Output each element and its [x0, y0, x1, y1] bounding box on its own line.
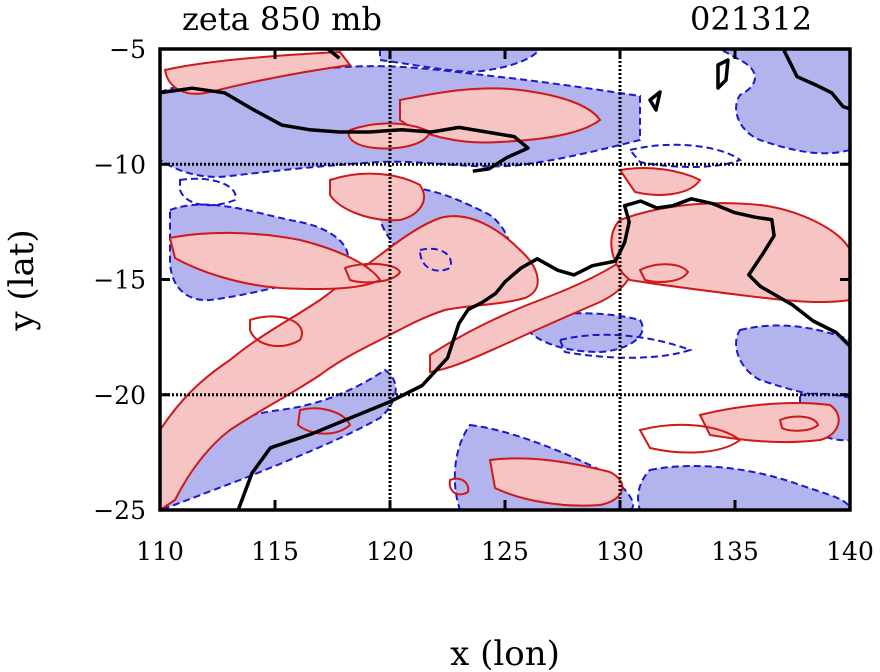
blue-contour-2	[418, 247, 452, 272]
pos-region-east-lower	[698, 402, 840, 444]
red-contour-5	[448, 477, 470, 496]
y-axis-ticks: −5 −10 −15 −20 −25	[93, 35, 850, 525]
pos-region-north-east-small	[618, 167, 702, 196]
blue-contour-1	[558, 333, 693, 359]
blue-contour-3	[628, 143, 743, 168]
x-tick-label: 120	[366, 537, 414, 566]
neg-region-top-center	[379, 49, 542, 74]
chart-title: zeta 850 mb	[182, 0, 382, 38]
red-contour-1	[343, 262, 402, 284]
neg-region-top-right	[719, 49, 850, 155]
blue-contour-4	[179, 177, 237, 207]
pos-region-east-upper	[610, 202, 850, 304]
y-tick-label: −10	[93, 150, 146, 179]
neg-region-south-east	[637, 465, 850, 510]
coastline-islands-west	[160, 86, 530, 173]
neg-region-east-mid	[735, 324, 850, 402]
pos-region-south-center	[488, 457, 624, 507]
pos-region-main	[160, 215, 539, 510]
coastline-new-guinea	[781, 49, 850, 111]
pos-region-north-band	[163, 50, 352, 95]
neg-region-south-west	[160, 368, 397, 510]
pos-region-west-upper	[168, 231, 382, 291]
x-axis-label: x (lon)	[450, 634, 560, 672]
coastline-island-small-2	[648, 90, 662, 112]
contour-lines-red	[249, 262, 820, 496]
y-axis-label: y (lat)	[2, 229, 42, 331]
red-contour-3	[778, 415, 820, 432]
x-tick-label: 135	[711, 537, 759, 566]
red-contour-6	[638, 423, 742, 454]
contour-lines-blue	[179, 143, 743, 359]
coastline-australia	[236, 197, 850, 510]
grid-lines	[160, 49, 850, 510]
x-axis-ticks: 110 115 120 125 130 135 140	[136, 49, 874, 566]
red-contour-4	[296, 407, 352, 435]
chart-date-code: 021312	[690, 0, 812, 38]
x-tick-label: 125	[481, 537, 529, 566]
x-tick-label: 115	[251, 537, 299, 566]
red-contour-2	[638, 263, 690, 283]
coastlines	[160, 49, 850, 510]
pos-region-central-north	[329, 172, 425, 222]
y-tick-label: −20	[93, 381, 146, 410]
x-tick-label: 130	[596, 537, 644, 566]
y-tick-label: −15	[93, 266, 146, 295]
x-tick-label: 140	[826, 537, 874, 566]
coastline-island-small	[716, 58, 730, 90]
plot-area	[160, 49, 850, 510]
y-tick-label: −5	[109, 35, 146, 64]
y-tick-label: −25	[93, 496, 146, 525]
x-tick-label: 110	[136, 537, 184, 566]
red-contour-7	[249, 315, 303, 348]
